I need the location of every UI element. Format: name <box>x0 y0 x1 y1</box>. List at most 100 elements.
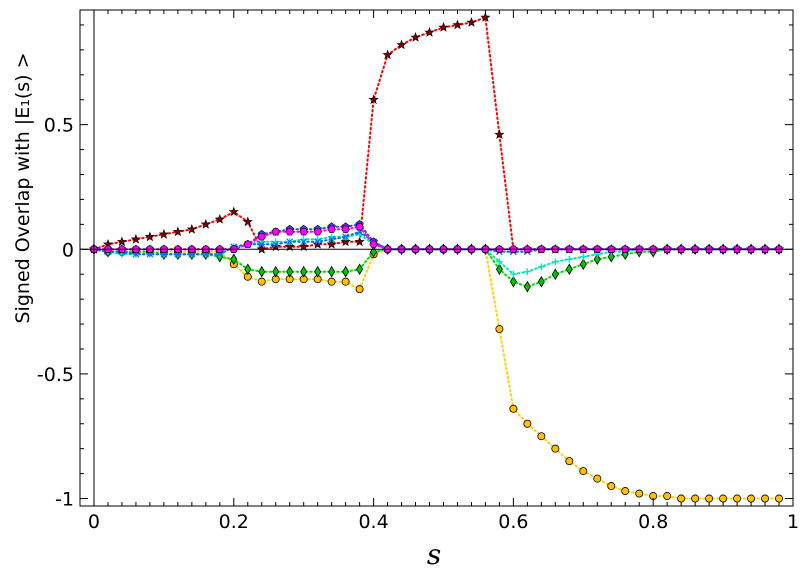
data-point <box>551 258 559 266</box>
data-point <box>243 240 252 248</box>
data-point <box>342 233 350 241</box>
data-point <box>300 265 308 278</box>
y-axis-label: Signed Overlap with |E₁(s) > <box>12 52 34 323</box>
data-point <box>158 228 170 239</box>
data-point <box>523 280 531 293</box>
data-point <box>271 228 280 236</box>
data-point <box>537 275 545 288</box>
x-tick-label: 0.8 <box>638 511 668 533</box>
series-line <box>93 225 780 251</box>
x-tick-label: 0.2 <box>219 511 249 533</box>
data-point <box>299 228 308 236</box>
data-point <box>200 219 211 229</box>
data-point <box>328 235 336 243</box>
data-point <box>286 265 294 278</box>
data-point <box>300 238 308 246</box>
data-point <box>607 250 615 263</box>
data-point <box>230 253 238 266</box>
x-tick-label: 0.6 <box>498 511 528 533</box>
series-line <box>93 248 780 500</box>
data-point <box>551 444 560 453</box>
series-1 <box>88 12 785 254</box>
data-point <box>172 226 183 237</box>
data-point <box>356 263 364 275</box>
data-point <box>537 432 546 441</box>
data-point <box>663 492 672 501</box>
data-point <box>551 268 559 280</box>
data-point <box>635 489 644 498</box>
data-point <box>382 49 393 60</box>
x-tick-label: 0.4 <box>358 511 388 533</box>
axes-layer: 0 0.2 0.4 0.6 0.8 1 -1 -0.5 0 0.5 <box>37 9 799 533</box>
data-point <box>257 233 266 241</box>
y-tick-label: 0.5 <box>44 115 74 137</box>
data-point <box>495 263 503 275</box>
data-point <box>452 19 463 30</box>
data-point <box>340 236 351 247</box>
data-point <box>242 216 253 227</box>
data-point <box>355 285 364 294</box>
data-point <box>579 253 587 261</box>
data-point <box>565 263 573 275</box>
data-point <box>354 236 365 247</box>
data-point <box>144 231 156 242</box>
data-point <box>328 265 336 278</box>
data-point <box>298 241 309 252</box>
data-point <box>719 494 728 503</box>
data-point <box>244 263 252 275</box>
data-point <box>565 457 574 466</box>
data-point <box>313 228 322 236</box>
data-point <box>495 258 503 266</box>
data-point <box>342 265 350 278</box>
data-point <box>733 494 742 503</box>
data-point <box>438 22 449 32</box>
data-point <box>494 129 505 140</box>
data-point <box>424 27 435 37</box>
data-point <box>258 265 266 278</box>
data-point <box>327 225 336 233</box>
data-point <box>607 482 616 491</box>
data-point <box>537 263 545 271</box>
data-point <box>593 474 602 483</box>
series-2 <box>89 245 784 503</box>
data-point <box>312 238 323 249</box>
plot-frame <box>79 9 794 507</box>
data-point <box>495 325 504 334</box>
data-point <box>369 240 378 248</box>
data-point <box>761 494 770 503</box>
data-point <box>523 268 531 276</box>
data-point <box>314 238 322 246</box>
y-tick-label: -1 <box>55 489 74 511</box>
data-point <box>186 223 197 234</box>
data-point <box>509 404 518 413</box>
data-point <box>327 277 336 286</box>
series-layer <box>88 12 785 503</box>
data-point <box>579 467 588 476</box>
data-point <box>565 255 573 263</box>
data-point <box>691 494 700 503</box>
data-point <box>286 238 294 246</box>
data-point <box>272 240 280 248</box>
data-point <box>579 258 587 271</box>
data-point <box>509 270 517 278</box>
data-point <box>677 494 686 503</box>
data-point <box>593 253 601 266</box>
data-point <box>775 494 784 503</box>
data-point <box>396 39 407 50</box>
data-point <box>257 277 266 286</box>
data-point <box>314 265 322 278</box>
y-tick-label: -0.5 <box>37 364 74 386</box>
data-point <box>523 419 532 428</box>
x-tick-label: 1 <box>787 511 799 533</box>
data-point <box>228 206 239 217</box>
x-axis-label: s <box>427 538 441 571</box>
data-point <box>130 233 142 244</box>
data-point <box>410 32 421 42</box>
data-point <box>116 236 128 247</box>
data-point <box>258 240 266 248</box>
data-point <box>705 494 714 503</box>
data-point <box>214 214 225 224</box>
data-point <box>326 238 337 249</box>
data-point <box>480 12 491 22</box>
data-point <box>341 277 350 286</box>
